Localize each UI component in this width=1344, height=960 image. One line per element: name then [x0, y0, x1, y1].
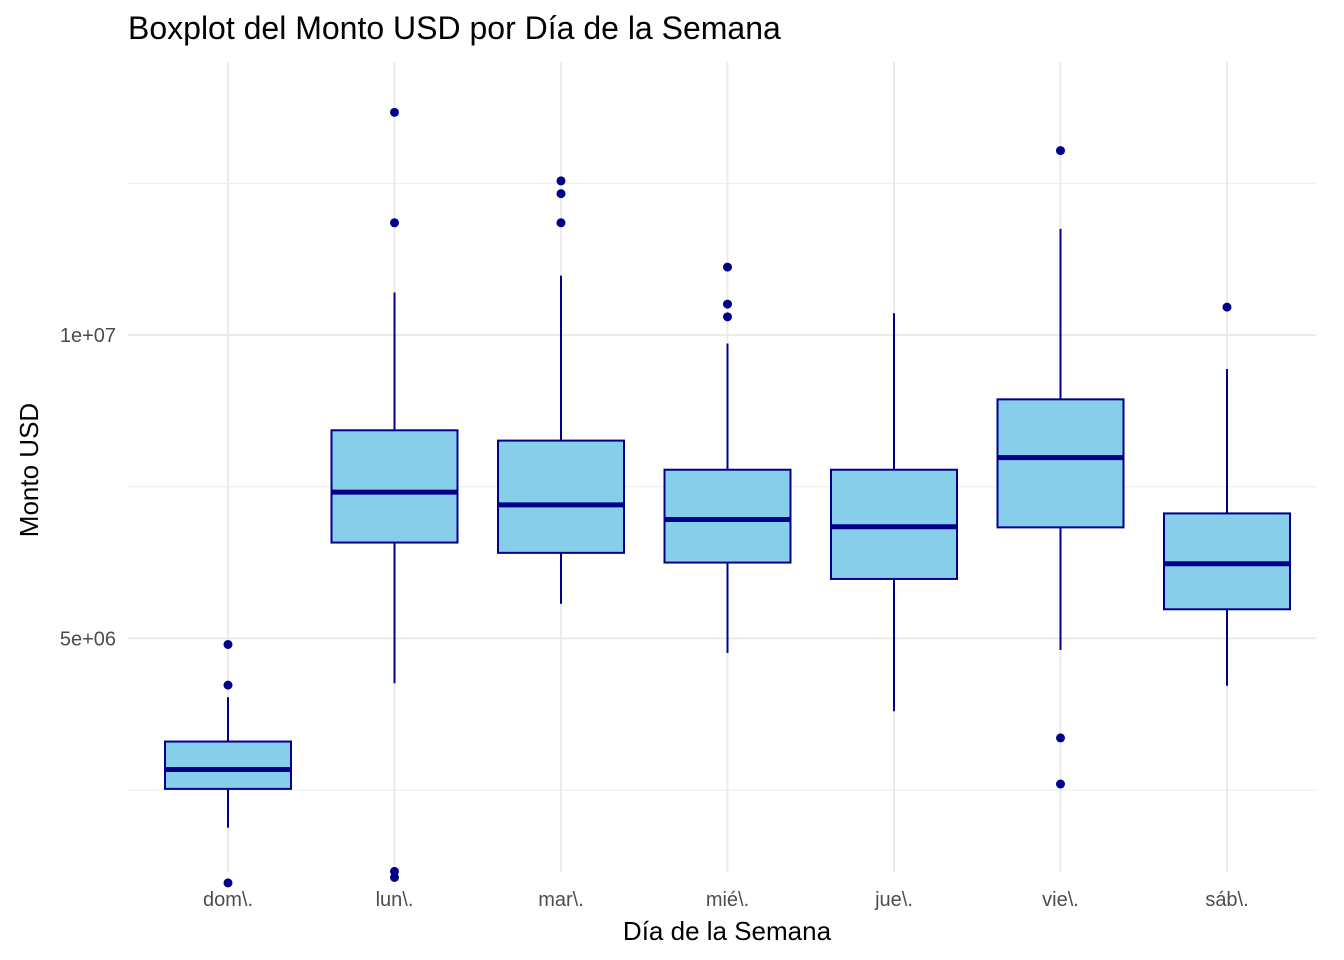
outlier-point	[556, 176, 566, 186]
x-tick-label: sáb\.	[1205, 889, 1248, 911]
y-axis-title: Monto USD	[14, 403, 44, 537]
box-iqr	[330, 429, 459, 544]
box-3	[663, 262, 792, 653]
outlier-point	[723, 262, 732, 272]
chart-title: Boxplot del Monto USD por Día de la Sema…	[128, 10, 781, 46]
x-tick-label: mié\.	[706, 889, 749, 911]
x-tick-label: mar\.	[538, 889, 584, 911]
y-tick-label: 5e+06	[60, 628, 116, 650]
box-iqr	[663, 468, 792, 564]
box-iqr	[164, 740, 292, 790]
box-iqr	[497, 439, 625, 554]
x-tick-label: dom\.	[203, 889, 253, 911]
outlier-point	[390, 218, 399, 228]
outlier-point	[723, 299, 732, 309]
y-tick-layer: 5e+06 1e+07	[60, 325, 116, 650]
box-0	[164, 639, 292, 888]
x-axis-title: Día de la Semana	[623, 916, 832, 946]
box-layer	[164, 107, 1291, 888]
outlier-point	[556, 189, 566, 199]
outlier-point	[1222, 302, 1232, 312]
box-5	[996, 146, 1125, 789]
box-4	[830, 313, 958, 712]
x-tick-layer: dom\. lun\. mar\. mié\. jue\. vie\. sáb\.	[203, 889, 1249, 911]
box-1	[330, 107, 459, 882]
outlier-point	[223, 878, 233, 888]
outlier-point	[223, 680, 233, 690]
x-tick-label: jue\.	[874, 889, 913, 911]
grid-layer	[128, 62, 1316, 872]
y-tick-label: 1e+07	[60, 325, 116, 347]
outlier-point	[223, 639, 233, 649]
outlier-point	[390, 866, 399, 876]
box-2	[497, 176, 625, 604]
outlier-point	[556, 218, 566, 228]
outlier-point	[1056, 779, 1065, 789]
outlier-point	[1056, 733, 1065, 743]
outlier-point	[390, 107, 399, 117]
outlier-point	[1056, 146, 1065, 156]
box-6	[1163, 302, 1291, 686]
x-tick-label: lun\.	[376, 889, 414, 911]
outlier-point	[723, 312, 732, 322]
box-iqr	[996, 398, 1125, 529]
x-tick-label: vie\.	[1042, 889, 1079, 911]
